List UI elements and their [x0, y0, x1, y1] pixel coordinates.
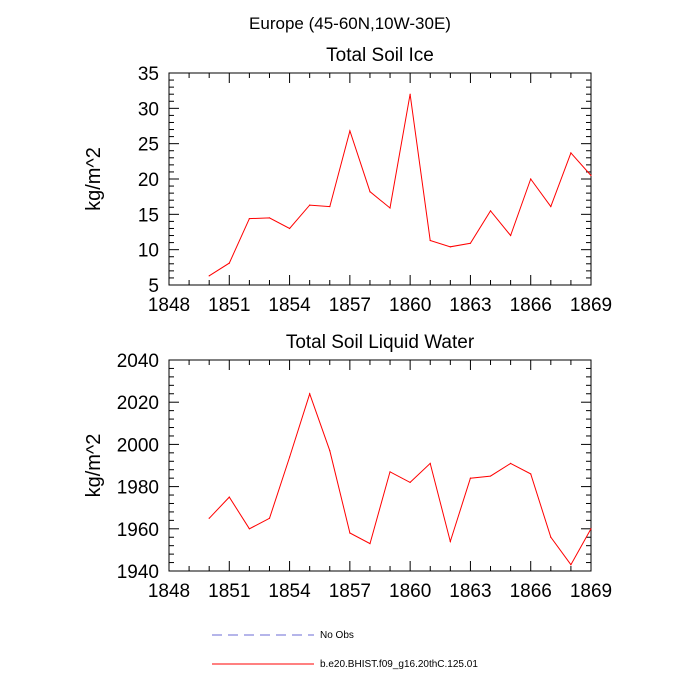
panel0-ylabel: kg/m^2 — [83, 147, 105, 211]
panel1-data-point-1852 — [248, 528, 250, 530]
panel1-data-point-1851 — [228, 496, 230, 498]
panel1-data-point-1861 — [429, 462, 431, 464]
panel1-data-point-1850 — [208, 517, 210, 519]
panel1-data-point-1854 — [288, 456, 291, 458]
panel0-data-point-1863 — [469, 242, 472, 244]
legend-label-no-obs: No Obs — [320, 630, 354, 641]
panel0-title: Total Soil Ice — [326, 45, 434, 66]
panel0-data-point-1859 — [389, 207, 391, 209]
panel0-data-point-1867 — [550, 205, 552, 208]
panel1-title: Total Soil Liquid Water — [286, 332, 475, 353]
panel0-series-line-0 — [208, 94, 592, 277]
panel-total-soil-ice: Total Soil Ice kg/m^2 1848 1851 1854 1857 1860… — [83, 45, 612, 316]
panel1-data-point-1866 — [530, 473, 532, 475]
panel1-ytick-label-1960: 1960 — [117, 520, 159, 541]
panel0-plot-frame — [168, 72, 592, 286]
panel0-data-point-1858 — [369, 191, 371, 193]
panel0-ytick-label-5: 5 — [148, 276, 159, 297]
panel1-ytick-label-1980: 1980 — [117, 478, 159, 499]
panel0-data-point-1854 — [288, 227, 291, 230]
panel1-xtick-label-1869: 1869 — [570, 581, 612, 602]
panel1-data-point-1865 — [510, 462, 512, 464]
panel0-data-point-1866 — [530, 178, 532, 180]
panel0-xtick-label-1869: 1869 — [570, 295, 612, 316]
panel0-data-point-1855 — [309, 204, 311, 206]
panel0-data-point-1864 — [489, 210, 492, 212]
panel1-data-point-1869 — [590, 528, 592, 530]
panel1-data-point-1853 — [268, 517, 271, 519]
panel0-ytick-label-15: 15 — [138, 205, 159, 226]
panel1-ytick-label-2020: 2020 — [117, 393, 159, 414]
panel1-xtick-label-1860: 1860 — [389, 581, 431, 602]
panel1-data-point-1858 — [369, 542, 371, 545]
panel0-xtick-label-1854: 1854 — [268, 295, 311, 316]
panel0-data-point-1856 — [329, 205, 331, 208]
panel1-data-point-1860 — [409, 481, 411, 483]
panel1-data-point-1855 — [309, 393, 311, 395]
panel1-xtick-label-1851: 1851 — [208, 581, 250, 602]
panel1-data-point-1862 — [449, 540, 451, 543]
panel0-xtick-label-1851: 1851 — [208, 295, 250, 316]
panel0-xtick-label-1860: 1860 — [389, 295, 431, 316]
panel0-xtick-label-1857: 1857 — [329, 295, 371, 316]
panel0-data-point-1850 — [208, 275, 210, 277]
panel0-data-point-1852 — [248, 217, 250, 220]
panel0-xtick-label-1863: 1863 — [449, 295, 491, 316]
panel1-data-point-1868 — [570, 564, 572, 566]
panel0-data-point-1869 — [590, 174, 592, 177]
panel1-data-point-1859 — [389, 471, 391, 473]
panel1-xtick-label-1848: 1848 — [148, 581, 190, 602]
panel0-ytick-label-10: 10 — [138, 241, 159, 262]
panel1-data-point-1863 — [469, 477, 472, 479]
panel1-xtick-label-1863: 1863 — [449, 581, 491, 602]
legend: No Obs b.e20.BHIST.f09_g16.20thC.125.01 — [212, 630, 478, 670]
panel1-plot-frame — [168, 359, 592, 572]
panel1-ytick-label-1940: 1940 — [117, 562, 159, 583]
legend-label-model-run: b.e20.BHIST.f09_g16.20thC.125.01 — [320, 659, 478, 670]
figure-suptitle: Europe (45-60N,10W-30E) — [249, 14, 451, 33]
panel0-ytick-label-20: 20 — [138, 170, 159, 191]
panel0-data-point-1865 — [510, 234, 512, 237]
panel0-data-point-1862 — [449, 246, 451, 248]
panel1-ylabel: kg/m^2 — [83, 434, 105, 498]
panel0-data-point-1857 — [349, 130, 351, 132]
panel0-data-point-1851 — [228, 262, 230, 264]
panel1-data-point-1867 — [550, 536, 552, 538]
panel1-data-point-1856 — [329, 450, 331, 452]
panel-total-soil-liquid-water: Total Soil Liquid Water kg/m^2 1848 1851 185… — [83, 332, 612, 602]
panel0-data-point-1861 — [429, 239, 431, 242]
panel0-xtick-label-1848: 1848 — [148, 295, 190, 316]
panel0-data-point-1853 — [268, 217, 271, 219]
panel0-xtick-label-1866: 1866 — [510, 295, 552, 316]
panel1-data-point-1857 — [349, 532, 351, 534]
panel1-series-line-0 — [208, 392, 592, 566]
panel0-ytick-label-30: 30 — [138, 99, 159, 120]
panel0-data-point-1860 — [409, 93, 411, 95]
panel0-data-point-1868 — [570, 152, 572, 154]
panel0-ytick-label-25: 25 — [138, 135, 159, 156]
panel1-xtick-label-1866: 1866 — [510, 581, 552, 602]
panel1-ytick-label-2000: 2000 — [117, 435, 159, 456]
panel1-ytick-label-2040: 2040 — [117, 351, 159, 372]
panel1-xtick-label-1854: 1854 — [268, 581, 311, 602]
panel1-data-point-1864 — [489, 475, 492, 477]
panel0-ytick-label-35: 35 — [138, 64, 159, 85]
panel1-xtick-label-1857: 1857 — [329, 581, 371, 602]
